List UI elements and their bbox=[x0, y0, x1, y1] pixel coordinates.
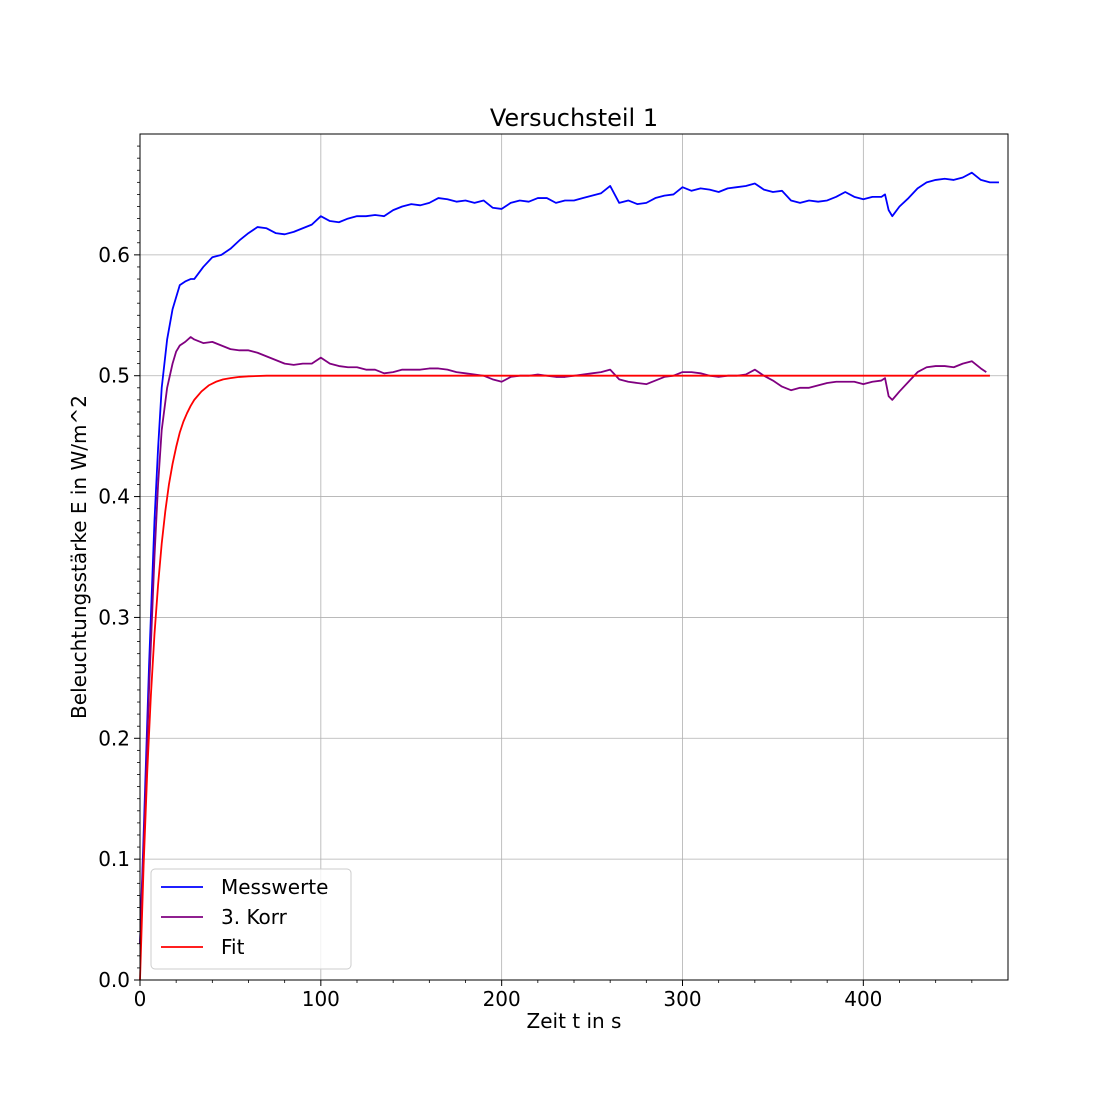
y-tick-label: 0.4 bbox=[98, 485, 130, 509]
legend: Messwerte 3. Korr Fit bbox=[150, 868, 352, 970]
y-axis-label: Beleuchtungsstärke E in W/m^2 bbox=[67, 395, 91, 719]
x-tick-label: 100 bbox=[302, 987, 340, 1011]
y-tick-label: 0.6 bbox=[98, 243, 130, 267]
series-line-messwerte bbox=[139, 171, 999, 944]
axes: 0 100 200 300 400 0.0 0.1 0.2 0.3 0.4 0.5 0.6 bbox=[98, 133, 1009, 1011]
legend-label: Fit bbox=[221, 935, 245, 959]
x-tick-label: 400 bbox=[844, 987, 882, 1011]
series-line-fit bbox=[139, 374, 990, 981]
y-tick-label: 0.1 bbox=[98, 847, 130, 871]
y-tick-label: 0.0 bbox=[98, 968, 130, 992]
legend-label: 3. Korr bbox=[221, 905, 288, 929]
x-axis-label: Zeit t in s bbox=[527, 1009, 622, 1033]
y-tick-label: 0.3 bbox=[98, 605, 130, 629]
x-tick-label: 200 bbox=[483, 987, 521, 1011]
series-layer bbox=[139, 171, 999, 981]
legend-box bbox=[150, 868, 352, 970]
y-tick-label: 0.5 bbox=[98, 364, 130, 388]
x-tick-label: 0 bbox=[134, 987, 147, 1011]
y-tick-label: 0.2 bbox=[98, 726, 130, 750]
x-tick-label: 300 bbox=[663, 987, 701, 1011]
chart-title: Versuchsteil 1 bbox=[490, 104, 658, 132]
legend-label: Messwerte bbox=[221, 875, 328, 899]
